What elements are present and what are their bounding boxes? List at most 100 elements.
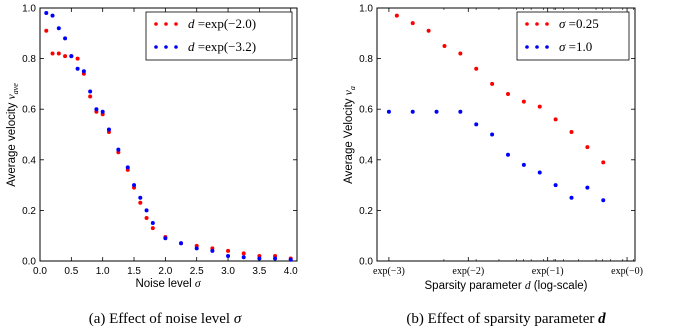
- x-tick-label-a: 3.5: [252, 266, 266, 277]
- x-tick-label-a: 0.5: [64, 266, 78, 277]
- x-tick-label-b: exp(−1): [532, 266, 564, 277]
- data-point-b-series-1: [569, 195, 574, 200]
- points-b: [386, 13, 606, 203]
- data-point-a-series-0: [138, 200, 143, 205]
- y-tick-label-b: 1.0: [359, 4, 373, 15]
- data-point-a-series-1: [194, 246, 199, 251]
- data-point-b-series-0: [569, 129, 574, 134]
- data-point-a-series-1: [144, 208, 149, 213]
- data-point-b-series-0: [458, 51, 463, 56]
- data-point-b-series-1: [386, 109, 391, 114]
- data-point-b-series-1: [505, 152, 510, 157]
- legend-marker-red-b: [525, 22, 549, 26]
- y-tick-label-a: 0.4: [22, 155, 36, 166]
- data-point-b-series-1: [553, 183, 558, 188]
- data-point-b-series-1: [537, 170, 542, 175]
- data-point-a-series-1: [75, 66, 80, 71]
- data-point-a-series-1: [81, 69, 86, 74]
- data-point-a-series-1: [125, 165, 130, 170]
- x-tick-label-a: 4.0: [284, 266, 298, 277]
- data-point-a-series-0: [226, 248, 231, 253]
- data-point-b-series-0: [521, 99, 526, 104]
- data-point-a-series-1: [138, 195, 143, 200]
- data-point-b-series-1: [474, 122, 479, 127]
- data-point-a-series-1: [56, 26, 61, 31]
- legend-b: σ =0.25 σ =1.0: [516, 11, 630, 61]
- ticks-a: 0.0 0.2 0.4 0.6 0.8 1.0 0.0 0.5 1.0 1.5 2.0 2.5 3.0 3…: [22, 4, 298, 278]
- x-axis-title-a: Noise level σ: [135, 278, 201, 290]
- data-point-b-series-1: [410, 109, 415, 114]
- legend-label-blue-a: d =exp(−3.2): [188, 39, 256, 54]
- plot-area-b: [376, 7, 636, 262]
- data-point-a-series-1: [288, 257, 293, 262]
- data-point-a-series-1: [132, 183, 137, 188]
- y-tick-label-a: 0.0: [22, 257, 36, 268]
- data-point-a-series-1: [106, 127, 111, 132]
- y-tick-label-b: 0.4: [359, 155, 373, 166]
- data-point-b-series-0: [537, 104, 542, 109]
- caption-a: (a) Effect of noise level σ: [89, 311, 242, 327]
- data-point-a-series-1: [241, 255, 246, 260]
- x-tick-label-b: exp(−3): [373, 266, 405, 277]
- legend-label-red-a: d =exp(−2.0): [188, 16, 256, 31]
- data-point-a-series-0: [56, 51, 61, 56]
- x-tick-label-b: exp(−0): [611, 266, 643, 277]
- data-point-b-series-0: [553, 117, 558, 122]
- legend-marker-blue-a: [154, 45, 178, 49]
- panel-sparsity: 0.0 0.2 0.4 0.6 0.8 1.0 exp(−3) exp(−2) exp(−1) e…: [343, 4, 643, 328]
- data-point-a-series-1: [63, 36, 68, 41]
- data-point-b-series-1: [434, 109, 439, 114]
- legend-label-red-b: σ =0.25: [559, 16, 599, 31]
- x-tick-label-a: 1.0: [96, 266, 110, 277]
- y-tick-label-a: 0.2: [22, 206, 36, 217]
- data-point-b-series-1: [601, 198, 606, 203]
- y-tick-label-a: 0.8: [22, 54, 36, 65]
- y-axis-title-a: Average velocity vave: [6, 83, 20, 187]
- y-tick-label-a: 1.0: [22, 4, 36, 15]
- data-point-b-series-0: [426, 28, 431, 33]
- data-point-b-series-0: [585, 145, 590, 150]
- data-point-a-series-0: [44, 28, 49, 33]
- data-point-a-series-0: [88, 94, 93, 99]
- data-point-a-series-1: [116, 147, 121, 152]
- legend-marker-blue-b: [525, 45, 549, 49]
- data-point-b-series-0: [601, 160, 606, 165]
- x-tick-label-a: 0.0: [33, 266, 47, 277]
- data-point-b-series-0: [490, 81, 495, 86]
- x-axis-title-b: Sparsity parameter d (log-scale): [425, 280, 588, 292]
- data-point-a-series-1: [210, 248, 215, 253]
- ticks-b: 0.0 0.2 0.4 0.6 0.8 1.0 exp(−3) exp(−2) exp(−1) e…: [359, 4, 643, 278]
- data-point-a-series-1: [273, 256, 278, 261]
- data-point-b-series-0: [442, 43, 447, 48]
- data-point-a-series-1: [44, 11, 49, 16]
- data-point-a-series-1: [163, 236, 168, 241]
- x-tick-label-b: exp(−2): [452, 266, 484, 277]
- data-point-a-series-1: [69, 54, 74, 59]
- y-tick-label-b: 0.8: [359, 54, 373, 65]
- data-point-a-series-1: [257, 256, 262, 261]
- data-point-a-series-1: [100, 109, 105, 114]
- data-point-a-series-1: [88, 89, 93, 94]
- data-point-a-series-0: [75, 56, 80, 61]
- data-point-a-series-1: [94, 107, 99, 112]
- x-tick-label-a: 2.5: [190, 266, 204, 277]
- plot-area-a: [39, 7, 298, 262]
- data-point-a-series-0: [50, 51, 55, 56]
- data-point-b-series-1: [521, 162, 526, 167]
- data-point-a-series-0: [150, 226, 155, 231]
- data-point-b-series-0: [410, 21, 415, 26]
- x-tick-label-a: 3.0: [221, 266, 235, 277]
- data-point-b-series-1: [458, 109, 463, 114]
- data-point-a-series-1: [50, 13, 55, 18]
- data-point-a-series-0: [241, 251, 246, 256]
- data-point-a-series-0: [144, 215, 149, 220]
- y-tick-label-b: 0.2: [359, 206, 373, 217]
- legend-marker-red-a: [154, 22, 178, 26]
- x-tick-label-a: 2.0: [158, 266, 172, 277]
- data-point-b-series-0: [394, 13, 399, 18]
- data-point-a-series-1: [150, 221, 155, 226]
- x-tick-label-a: 1.5: [127, 266, 141, 277]
- y-tick-label-b: 0.6: [359, 105, 373, 116]
- y-tick-label-b: 0.0: [359, 257, 373, 268]
